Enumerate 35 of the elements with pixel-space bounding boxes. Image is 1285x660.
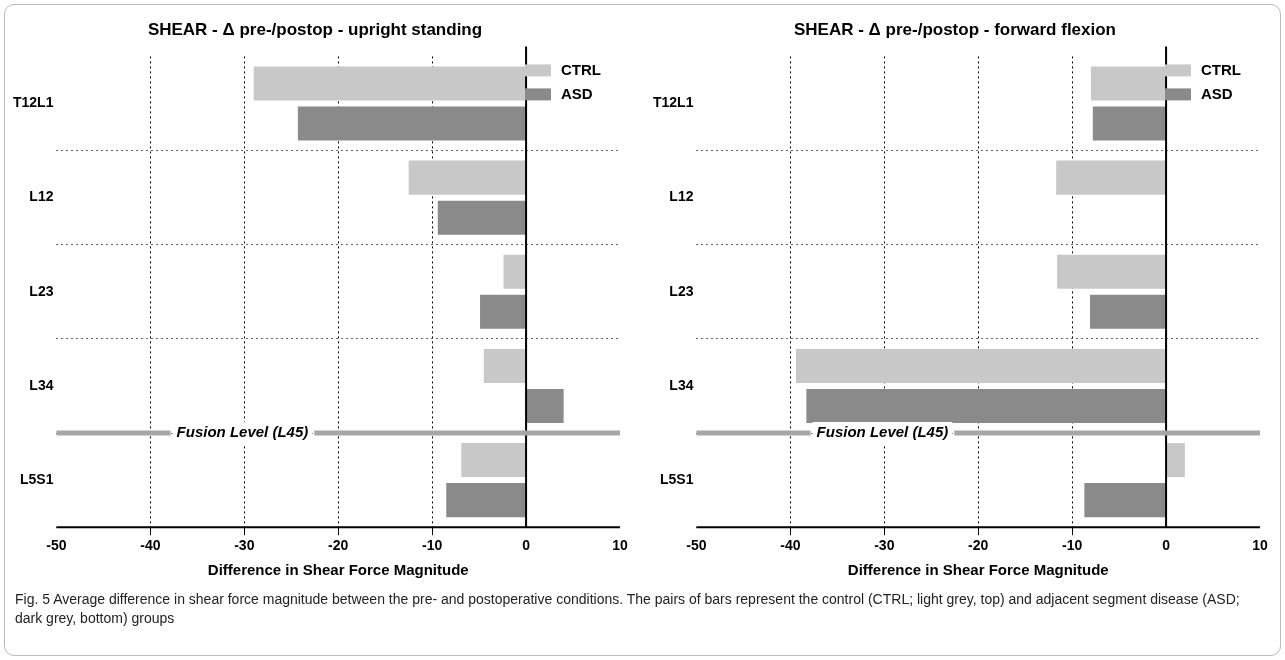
x-tick-label: -20 [968,537,989,554]
x-axis-title: Difference in Shear Force Magnitude [847,561,1109,579]
x-tick-label: -40 [140,537,161,554]
y-tick-label: L12 [669,188,694,205]
chart-title: SHEAR - Δ pre-/postop - forward flexion [793,19,1117,39]
x-tick-label: -10 [1062,537,1083,554]
y-tick-label: L34 [29,376,54,393]
y-tick-label: L23 [669,282,694,299]
y-tick-label: T12L1 [12,94,54,111]
x-tick-label: 10 [1252,537,1268,554]
x-tick-label: -30 [874,537,895,554]
legend-label: CTRL [561,60,601,78]
x-tick-label: 0 [522,537,531,554]
y-tick-label: L23 [29,282,54,299]
legend-label: ASD [1201,84,1233,102]
chart-title: SHEAR - Δ pre-/postop - upright standing [147,19,483,39]
x-tick-label: 10 [612,537,628,554]
x-axis-title: Difference in Shear Force Magnitude [207,561,469,579]
x-tick-label: -30 [234,537,255,554]
x-tick-label: -20 [328,537,349,554]
annotation: Fusion Level (L45) [816,423,949,441]
x-tick-label: -50 [686,537,707,554]
x-tick-label: 0 [1162,537,1171,554]
y-tick-label: T12L1 [652,94,694,111]
y-tick-label: L34 [669,376,694,393]
y-tick-label: L12 [29,188,54,205]
x-tick-label: -10 [422,537,443,554]
legend-label: ASD [561,84,593,102]
y-tick-label: L5S1 [19,470,54,487]
y-tick-label: L5S1 [659,470,694,487]
annotation: Fusion Level (L45) [176,423,309,441]
caption: Fig. 5 Average difference in shear force magnitude between the pre- and postoperative conditions. The pairs of bars represent the control (CTRL; light grey, top) and adjacent segment disease (ASD; dark grey, bottom) groups [15,590,1241,628]
legend-label: CTRL [1201,60,1241,78]
x-tick-label: -40 [780,537,801,554]
x-tick-label: -50 [46,537,67,554]
